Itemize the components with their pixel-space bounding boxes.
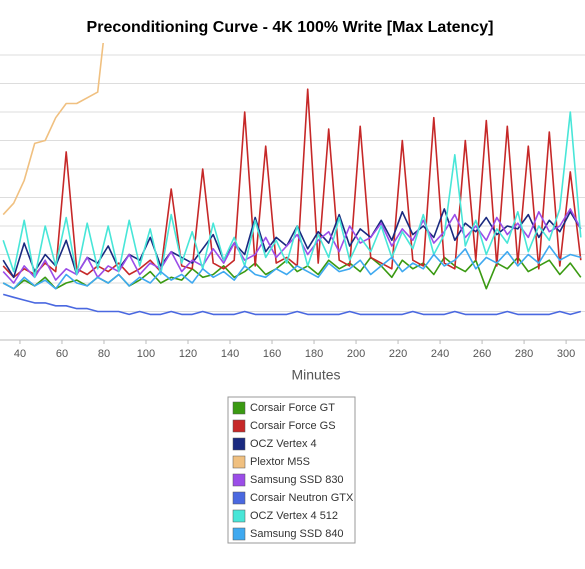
- x-tick-label: 200: [347, 348, 365, 360]
- legend-swatch: [232, 401, 246, 415]
- x-tick-label: 280: [515, 348, 533, 360]
- legend-box: [227, 396, 356, 544]
- x-tick-label: 100: [137, 348, 155, 360]
- x-tick-label: 260: [473, 348, 491, 360]
- legend-label: Samsung SSD 830: [250, 474, 344, 486]
- legend-label: Samsung SSD 840: [250, 528, 344, 540]
- series-line: [2, 208, 582, 284]
- legend-swatch: [232, 473, 246, 487]
- legend-swatch: [232, 455, 246, 469]
- series-line: [2, 88, 582, 279]
- x-tick-label: 160: [263, 348, 281, 360]
- legend-label: OCZ Vertex 4 512: [250, 510, 338, 522]
- legend-swatch: [232, 491, 246, 505]
- legend-label: OCZ Vertex 4: [250, 438, 317, 450]
- legend-swatch: [232, 437, 246, 451]
- x-tick-label: 140: [221, 348, 239, 360]
- legend-swatch: [232, 419, 246, 433]
- x-tick-label: 300: [557, 348, 575, 360]
- x-tick-label: 220: [389, 348, 407, 360]
- plot-area: [2, 43, 582, 316]
- series-line: [2, 111, 582, 279]
- legend-label: Plextor M5S: [250, 456, 310, 468]
- legend-label: Corsair Force GT: [250, 402, 335, 414]
- x-axis-title: Minutes: [291, 367, 340, 383]
- x-tick-label: 120: [179, 348, 197, 360]
- series-line: [2, 293, 582, 316]
- legend-swatch: [232, 509, 246, 523]
- x-tick-label: 40: [14, 348, 26, 360]
- legend-label: Corsair Force GS: [250, 420, 336, 432]
- x-tick-label: 60: [56, 348, 68, 360]
- chart-title: Preconditioning Curve - 4K 100% Write [M…: [87, 19, 494, 36]
- legend-label: Corsair Neutron GTX: [250, 492, 354, 504]
- legend-swatch: [232, 527, 246, 541]
- series-line: [2, 245, 582, 290]
- x-tick-label: 80: [98, 348, 110, 360]
- series-line: [2, 43, 104, 216]
- x-tick-label: 240: [431, 348, 449, 360]
- x-tick-label: 180: [305, 348, 323, 360]
